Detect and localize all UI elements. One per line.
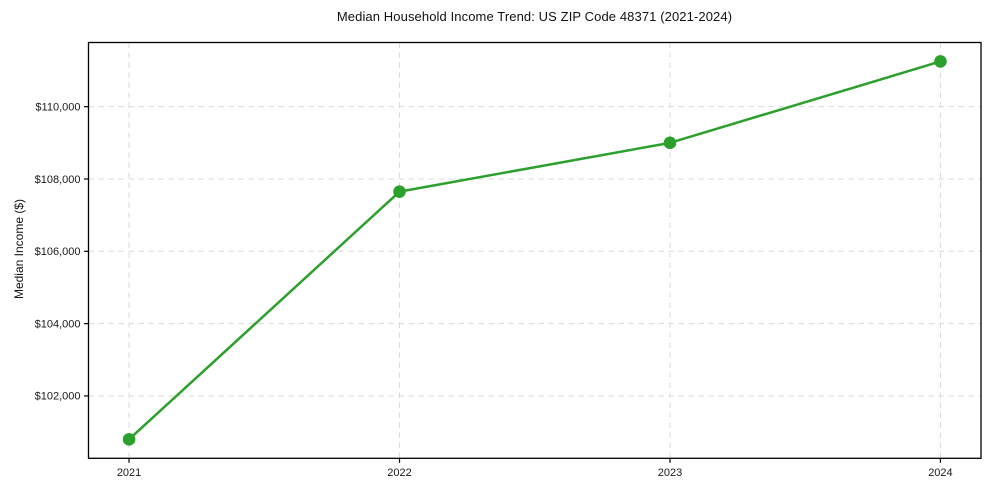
y-tick-label: $104,000 <box>35 318 81 330</box>
trend-line <box>127 60 942 441</box>
x-tick-label: 2023 <box>658 467 682 479</box>
data-point-marker-2022 <box>393 185 406 198</box>
y-axis-label: Median Income ($) <box>12 198 26 300</box>
y-tick-label: $110,000 <box>35 101 80 113</box>
plot-border <box>87 41 982 459</box>
data-point-marker-2023 <box>663 136 677 150</box>
y-tick-label: $108,000 <box>35 174 81 186</box>
chart-title: Median Household Income Trend: US ZIP Co… <box>336 9 733 24</box>
x-tick-label: 2021 <box>117 467 141 479</box>
y-tick-label: $102,000 <box>35 391 81 403</box>
y-tick-label: $106,000 <box>35 246 81 258</box>
x-tick-label: 2024 <box>928 467 952 479</box>
x-tick-label: 2022 <box>387 467 411 479</box>
data-point-marker-2024 <box>934 55 947 68</box>
data-point-marker-2021 <box>122 433 136 446</box>
